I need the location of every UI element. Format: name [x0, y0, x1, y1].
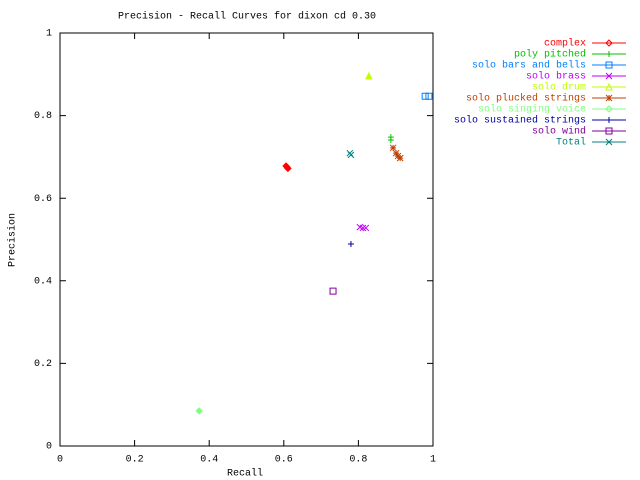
legend-marker	[605, 82, 613, 91]
data-point	[362, 224, 370, 232]
x-tick-label: 1	[430, 455, 436, 466]
y-tick-label: 1	[46, 29, 52, 40]
legend-marker	[605, 105, 613, 113]
y-tick-label: 0	[46, 442, 52, 453]
plot-frame	[59, 32, 434, 447]
legend-marker	[606, 117, 612, 123]
data-point	[392, 149, 400, 157]
x-tick-label: 0	[57, 455, 63, 466]
data-point	[365, 71, 373, 80]
data-point	[425, 92, 433, 100]
legend-marker	[605, 138, 613, 146]
legend-label: solo drum	[532, 82, 586, 94]
x-axis-label: Recall	[227, 468, 263, 480]
legend-marker	[605, 94, 613, 102]
data-point	[347, 241, 354, 248]
legend-marker	[606, 51, 612, 57]
x-tick-label: 0.2	[126, 455, 144, 466]
legend-label: solo plucked strings	[466, 93, 586, 105]
legend-label: solo singing voice	[478, 104, 586, 116]
legend-label: Total	[556, 137, 586, 149]
data-point	[347, 151, 355, 159]
data-point	[359, 224, 367, 232]
data-point	[284, 164, 292, 173]
data-point	[389, 144, 397, 152]
legend-label: complex	[544, 38, 586, 50]
y-tick-label: 0.8	[34, 111, 52, 122]
data-point	[195, 407, 203, 415]
x-tick-label: 0.4	[200, 455, 218, 466]
data-point	[396, 154, 404, 162]
y-tick-label: 0.4	[34, 276, 52, 287]
legend-label: poly pitched	[514, 49, 586, 61]
y-tick-label: 0.6	[34, 194, 52, 205]
y-tick-label: 0.2	[34, 359, 52, 370]
legend-label: solo bars and bells	[472, 60, 586, 72]
legend-marker	[605, 39, 613, 47]
data-point	[421, 92, 429, 100]
data-point	[329, 287, 337, 295]
x-tick-label: 0.8	[349, 455, 367, 466]
y-axis-label: Precision	[7, 213, 19, 267]
legend-label: solo brass	[526, 71, 586, 83]
legend-label: solo sustained strings	[454, 115, 586, 127]
legend-marker	[605, 127, 613, 135]
legend-marker	[605, 61, 613, 69]
chart-title: Precision - Recall Curves for dixon cd 0…	[118, 11, 376, 23]
data-point	[387, 136, 394, 143]
legend-marker	[605, 72, 613, 80]
x-tick-label: 0.6	[275, 455, 293, 466]
legend-label: solo wind	[532, 126, 586, 138]
